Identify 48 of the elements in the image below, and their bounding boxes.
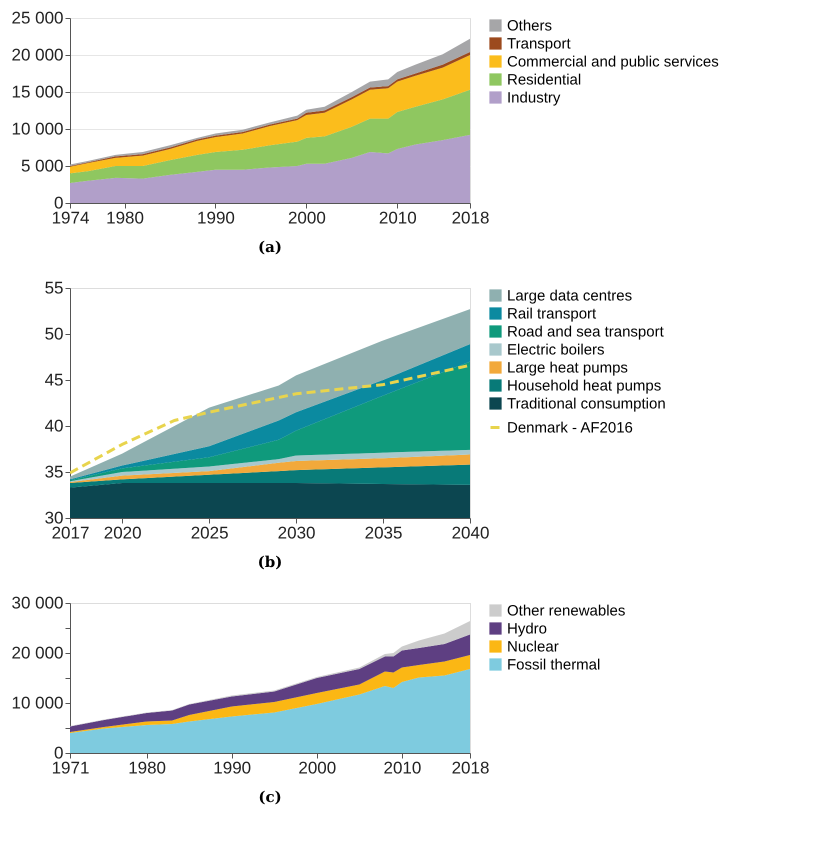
y-tick-label: 50 — [44, 324, 64, 344]
y-tick-label: 35 — [44, 462, 64, 482]
legend-label: Other renewables — [507, 602, 626, 620]
legend-label: Traditional consumption — [507, 396, 666, 412]
legend-label: Road and sea transport — [507, 324, 665, 340]
x-tick-label: 2040 — [452, 524, 490, 542]
x-tick-label: 2018 — [452, 208, 490, 228]
y-tick-label: 20 000 — [12, 46, 64, 64]
legend-label: Electric boilers — [507, 342, 605, 358]
y-tick-label: 5 000 — [20, 156, 64, 176]
y-tick-label: 25 000 — [12, 8, 64, 28]
y-tick-label: 10 000 — [12, 120, 64, 138]
x-tick-label: 2035 — [364, 524, 402, 542]
x-tick-label: 2010 — [384, 758, 422, 778]
x-tick-label: 1980 — [128, 758, 166, 778]
legend-label: Rail transport — [507, 306, 598, 322]
legend-label: Household heat pumps — [507, 378, 662, 394]
x-tick-label: 2020 — [104, 524, 142, 542]
legend-label: Transport — [507, 36, 572, 52]
x-tick-label: 2000 — [298, 758, 336, 778]
legend-label: Denmark - AF2016 — [507, 420, 633, 436]
y-tick-label: 30 000 — [12, 594, 64, 612]
legend-label: Commercial and public services — [507, 54, 719, 70]
text: (a) — [258, 238, 282, 256]
text: (c) — [258, 788, 282, 806]
x-tick-label: 1990 — [197, 208, 235, 228]
y-tick-label: 20 000 — [12, 644, 64, 662]
y-tick-label: 45 — [44, 370, 64, 390]
y-tick-label: 40 — [44, 416, 64, 436]
x-tick-label: 2030 — [278, 524, 316, 542]
legend-label: Others — [507, 18, 552, 34]
x-tick-label: 2025 — [190, 524, 229, 542]
x-tick-label: 2010 — [378, 208, 417, 228]
text: (b) — [258, 553, 282, 571]
legend-label: Large data centres — [507, 288, 632, 304]
legend-label: Nuclear — [507, 638, 559, 656]
y-tick-label: 15 000 — [12, 82, 64, 102]
x-tick-label: 1990 — [213, 758, 252, 778]
y-tick-label: 55 — [44, 278, 64, 298]
legend-label: Large heat pumps — [507, 360, 628, 376]
y-tick-label: 10 000 — [12, 694, 64, 712]
legend-label: Fossil thermal — [507, 656, 600, 674]
legend-label: Hydro — [507, 620, 548, 638]
x-tick-label: 2018 — [452, 758, 490, 778]
x-tick-label: 2000 — [288, 208, 326, 228]
x-tick-label: 1980 — [106, 208, 144, 228]
legend-label: Industry — [507, 90, 561, 106]
legend-label: Residential — [507, 72, 582, 88]
